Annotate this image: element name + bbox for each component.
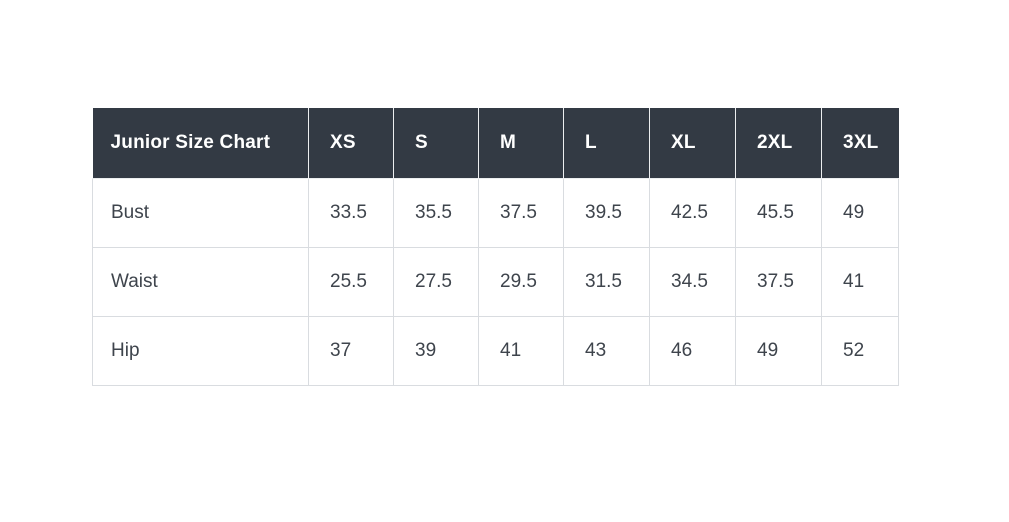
value-hip-s: 39 [393, 316, 479, 386]
value-waist-xl: 34.5 [649, 247, 736, 317]
value-hip-xs: 37 [308, 316, 394, 386]
value-hip-l: 43 [563, 316, 650, 386]
row-label-bust: Bust [92, 178, 309, 248]
value-bust-3xl: 49 [821, 178, 899, 248]
value-hip-xl: 46 [649, 316, 736, 386]
table-row-hip: Hip 37 39 41 43 46 49 52 [92, 316, 899, 386]
value-hip-2xl: 49 [735, 316, 822, 386]
col-header-2xl: 2XL [735, 108, 822, 179]
header-row: Junior Size Chart XS S M L XL 2XL 3XL [92, 108, 899, 179]
value-bust-m: 37.5 [478, 178, 564, 248]
value-waist-l: 31.5 [563, 247, 650, 317]
value-waist-xs: 25.5 [308, 247, 394, 317]
value-hip-3xl: 52 [821, 316, 899, 386]
row-label-waist: Waist [92, 247, 309, 317]
value-waist-s: 27.5 [393, 247, 479, 317]
value-waist-m: 29.5 [478, 247, 564, 317]
value-bust-l: 39.5 [563, 178, 650, 248]
value-hip-m: 41 [478, 316, 564, 386]
value-bust-xl: 42.5 [649, 178, 736, 248]
value-bust-2xl: 45.5 [735, 178, 822, 248]
col-header-m: M [478, 108, 564, 179]
value-bust-s: 35.5 [393, 178, 479, 248]
table-title-cell: Junior Size Chart [92, 108, 309, 179]
col-header-s: S [393, 108, 479, 179]
col-header-xs: XS [308, 108, 394, 179]
table-row-waist: Waist 25.5 27.5 29.5 31.5 34.5 37.5 41 [92, 247, 899, 317]
table-row-bust: Bust 33.5 35.5 37.5 39.5 42.5 45.5 49 [92, 178, 899, 248]
col-header-l: L [563, 108, 650, 179]
row-label-hip: Hip [92, 316, 309, 386]
value-waist-3xl: 41 [821, 247, 899, 317]
value-waist-2xl: 37.5 [735, 247, 822, 317]
junior-size-chart-table: Junior Size Chart XS S M L XL 2XL 3XL Bu… [92, 108, 899, 386]
col-header-3xl: 3XL [821, 108, 899, 179]
value-bust-xs: 33.5 [308, 178, 394, 248]
col-header-xl: XL [649, 108, 736, 179]
